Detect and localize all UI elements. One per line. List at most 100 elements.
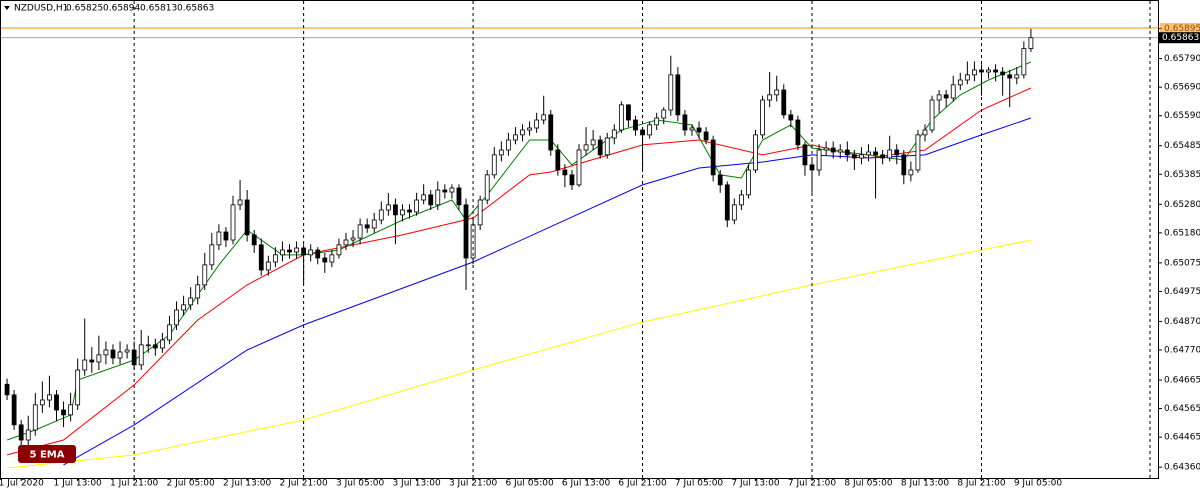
y-tick-label: 0.64665 bbox=[1164, 376, 1200, 386]
candle-body bbox=[562, 169, 568, 176]
y-tick-label: 0.65485 bbox=[1164, 141, 1200, 151]
candle-body bbox=[830, 147, 836, 153]
candle-body bbox=[668, 74, 674, 111]
y-tick-label: 0.65790 bbox=[1164, 54, 1200, 64]
candle-body bbox=[788, 114, 794, 121]
header-open: 0.65825 bbox=[66, 4, 103, 14]
y-tick-label: 0.64975 bbox=[1164, 287, 1200, 297]
candle-body bbox=[717, 174, 723, 186]
candle-body bbox=[110, 349, 116, 359]
x-tick-label: 8 Jul 05:00 bbox=[844, 479, 893, 489]
candle-body bbox=[654, 117, 660, 126]
x-tick-label: 1 Jul 21:00 bbox=[110, 479, 159, 489]
candle-body bbox=[251, 234, 257, 246]
candle-body bbox=[513, 134, 518, 141]
x-tick-label: 7 Jul 05:00 bbox=[675, 479, 724, 489]
y-tick-label: 0.65075 bbox=[1164, 258, 1200, 268]
candle-body bbox=[25, 429, 31, 441]
candle-body bbox=[837, 149, 843, 153]
x-tick-label: 8 Jul 13:00 bbox=[901, 479, 950, 489]
candle-body bbox=[428, 194, 434, 206]
candle-body bbox=[647, 124, 653, 136]
candle-body bbox=[979, 69, 984, 73]
candle-body bbox=[590, 139, 596, 146]
y-tick-label: 0.64465 bbox=[1164, 433, 1200, 443]
candle-body bbox=[11, 394, 17, 426]
candle-body bbox=[160, 339, 165, 349]
candle-body bbox=[463, 204, 469, 259]
candle-body bbox=[534, 119, 540, 129]
candle-body bbox=[258, 244, 264, 271]
candle-body bbox=[4, 383, 10, 396]
candle-body bbox=[216, 231, 222, 246]
x-tick-label: 9 Jul 05:00 bbox=[1014, 479, 1063, 489]
candle-body bbox=[202, 264, 208, 286]
candle-body bbox=[1000, 71, 1006, 76]
candle-body bbox=[922, 129, 928, 136]
candle-body bbox=[1021, 48, 1027, 76]
candle-body bbox=[442, 189, 448, 193]
candle-body bbox=[746, 169, 751, 196]
candle-body bbox=[986, 69, 991, 73]
candle-body bbox=[294, 247, 299, 253]
candle-body bbox=[604, 137, 610, 156]
candle-body bbox=[32, 404, 38, 431]
candle-body bbox=[75, 369, 81, 406]
candle-body bbox=[117, 351, 123, 359]
candle-body bbox=[929, 99, 935, 131]
price-tag-label: 0.65863 bbox=[1162, 33, 1199, 43]
candle-body bbox=[887, 149, 893, 159]
x-tick-label: 2 Jul 13:00 bbox=[223, 479, 272, 489]
candle-body bbox=[555, 149, 561, 171]
candle-body bbox=[633, 119, 638, 131]
candle-body bbox=[491, 154, 497, 176]
candle-body bbox=[823, 147, 829, 151]
header: NZDUSD,H1 0.65825 0.65894 0.65813 0.6586… bbox=[4, 4, 214, 14]
candle-body bbox=[272, 254, 278, 263]
candle-body bbox=[61, 409, 66, 416]
header-arrow bbox=[4, 6, 10, 10]
candle-body bbox=[39, 399, 45, 406]
y-tick-label: 0.65590 bbox=[1164, 111, 1200, 121]
x-tick-label: 7 Jul 13:00 bbox=[731, 479, 780, 489]
ema-line bbox=[63, 117, 1032, 466]
candle-body bbox=[731, 204, 737, 221]
candle-body bbox=[393, 204, 398, 216]
x-tick-label: 3 Jul 13:00 bbox=[392, 479, 441, 489]
price-tag bbox=[1159, 32, 1200, 44]
header-low: 0.65813 bbox=[140, 4, 177, 14]
candle-body bbox=[152, 344, 158, 349]
candle-body bbox=[174, 309, 179, 326]
candle-body bbox=[244, 199, 250, 236]
ema-badge: 5 EMA bbox=[18, 445, 76, 463]
y-tick-label: 0.64360 bbox=[1164, 463, 1200, 473]
candle-body bbox=[223, 231, 229, 241]
candle-body bbox=[548, 114, 554, 151]
candle-body bbox=[802, 144, 808, 166]
candle-body bbox=[873, 151, 878, 156]
candle-body bbox=[901, 154, 907, 176]
candle-body bbox=[767, 94, 773, 101]
x-tick-label: 2 Jul 21:00 bbox=[279, 479, 328, 489]
x-tick-label: 3 Jul 05:00 bbox=[336, 479, 385, 489]
x-tick-label: 7 Jul 21:00 bbox=[788, 479, 837, 489]
candle-body bbox=[760, 99, 765, 136]
candle-body bbox=[47, 394, 52, 401]
candle-body bbox=[661, 109, 667, 119]
candle-body bbox=[280, 249, 285, 256]
y-tick-label: 0.65280 bbox=[1164, 200, 1200, 210]
candle-body bbox=[350, 237, 356, 241]
candle-body bbox=[145, 344, 151, 347]
candle-body bbox=[753, 134, 758, 171]
candle-body bbox=[329, 254, 335, 263]
candle-body bbox=[569, 174, 575, 186]
candle-body bbox=[96, 354, 102, 363]
candle-body bbox=[477, 199, 483, 226]
candle-body bbox=[336, 244, 342, 256]
badge-text: 5 EMA bbox=[30, 450, 65, 461]
candle-body bbox=[866, 151, 871, 156]
candle-body bbox=[265, 261, 271, 271]
x-tick-label: 8 Jul 21:00 bbox=[957, 479, 1006, 489]
x-tick-label: 6 Jul 05:00 bbox=[505, 479, 554, 489]
